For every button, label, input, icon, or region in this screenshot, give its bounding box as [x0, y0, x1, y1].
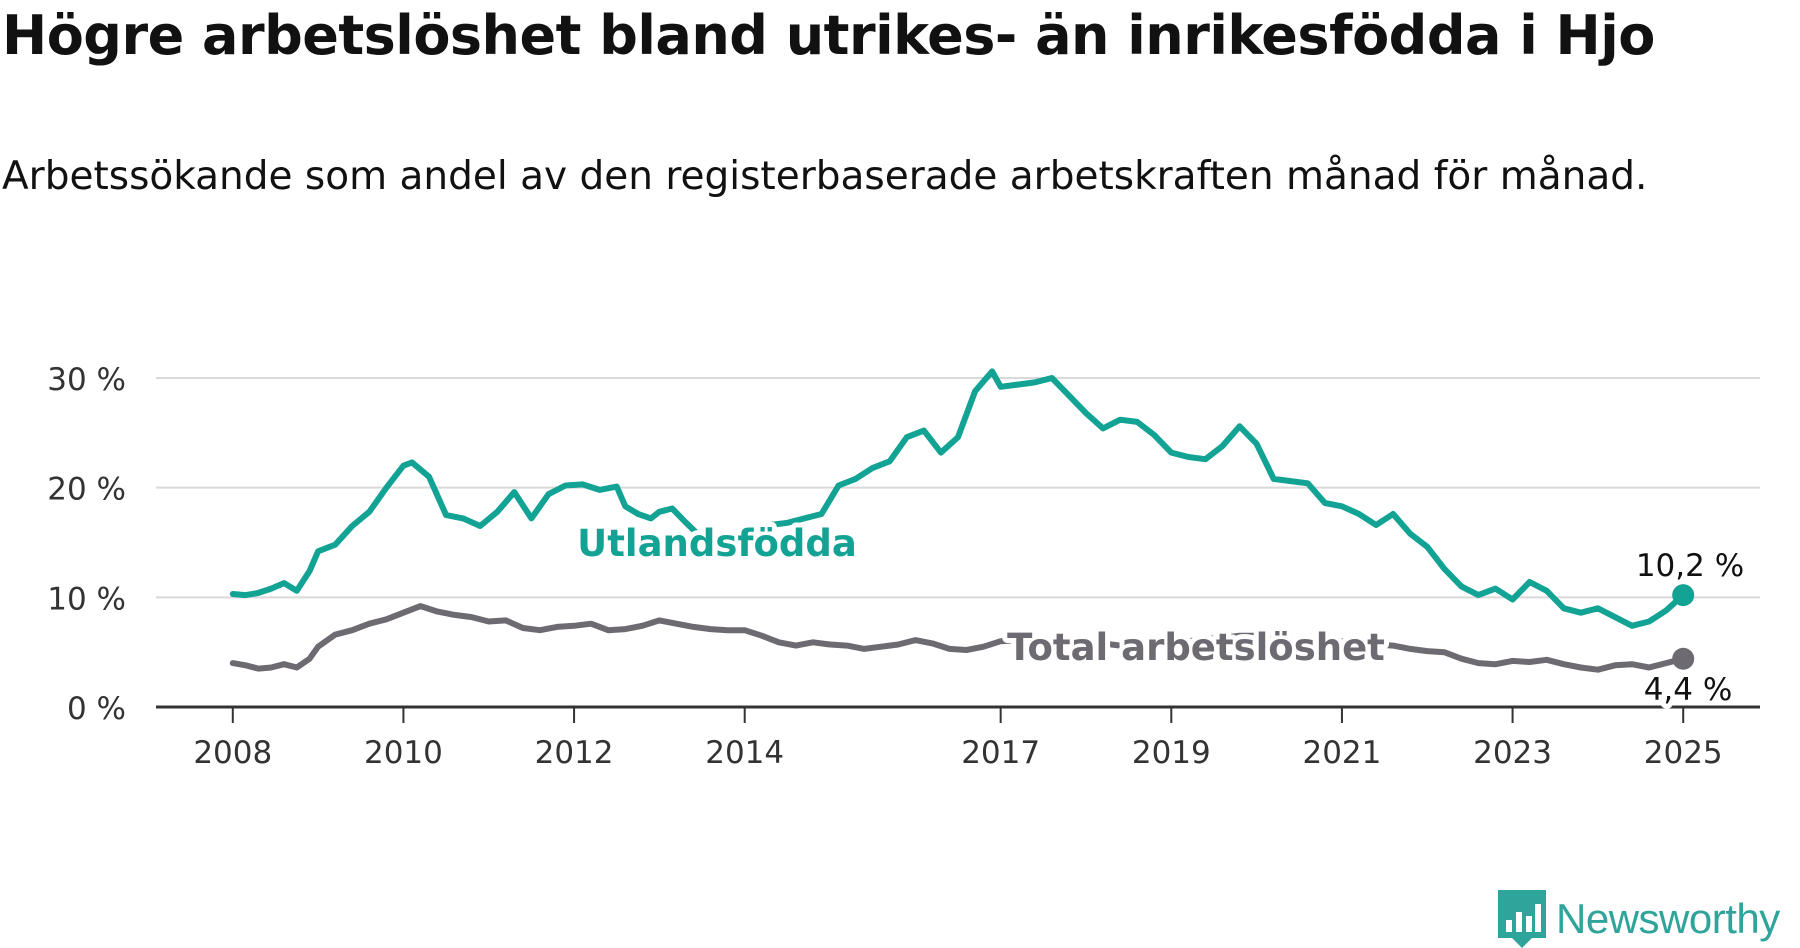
end-value-label-foreign-born: 10,2 % — [1636, 548, 1744, 584]
x-tick-label: 2021 — [1302, 735, 1381, 771]
end-value-label-total: 4,4 % — [1644, 672, 1733, 708]
series-label-foreign-born-halo: Utlandsfödda — [577, 522, 857, 565]
x-tick-label: 2014 — [705, 735, 784, 771]
x-axis-ticks: 2008 2010 2012 2014 2017 2019 2021 2023 2025 — [193, 707, 1723, 771]
x-tick-label: 2008 — [193, 735, 272, 771]
series-label-foreign-born: Utlandsfödda — [577, 522, 857, 565]
series-lines — [229, 368, 1695, 673]
x-tick-label: 2010 — [364, 735, 443, 771]
brand-name: Newsworthy — [1556, 895, 1780, 942]
gridlines — [156, 377, 1760, 709]
chart-title: Högre arbetslöshet bland utrikes- än inr… — [2, 4, 1655, 67]
newsworthy-logo-icon — [1498, 890, 1546, 948]
foreign-born-line — [229, 368, 1687, 629]
total-unemployment-line — [229, 603, 1687, 673]
y-tick-label: 30 % — [47, 362, 126, 398]
series-label-total: Total arbetslöshet — [1007, 626, 1385, 669]
chart-subtitle: Arbetssökande som andel av den registerb… — [2, 154, 1648, 199]
x-tick-label: 2025 — [1644, 735, 1723, 771]
y-tick-label: 0 % — [67, 691, 126, 727]
y-tick-label: 20 % — [47, 472, 126, 508]
x-tick-label: 2012 — [535, 735, 614, 771]
newsworthy-logo: Newsworthy — [1498, 890, 1780, 948]
end-point-marker — [1672, 584, 1695, 607]
x-tick-label: 2019 — [1132, 735, 1211, 771]
end-value-label-foreign-born-halo: 10,2 % — [1636, 548, 1744, 584]
end-value-label-total-halo: 4,4 % — [1644, 672, 1733, 708]
x-tick-label: 2017 — [961, 735, 1040, 771]
x-tick-label: 2023 — [1473, 735, 1552, 771]
y-tick-label: 10 % — [47, 581, 126, 617]
y-axis-ticks: 0 % 10 % 20 % 30 % — [47, 362, 126, 727]
end-point-marker — [1672, 647, 1695, 670]
series-label-total-halo: Total arbetslöshet — [1007, 626, 1385, 669]
